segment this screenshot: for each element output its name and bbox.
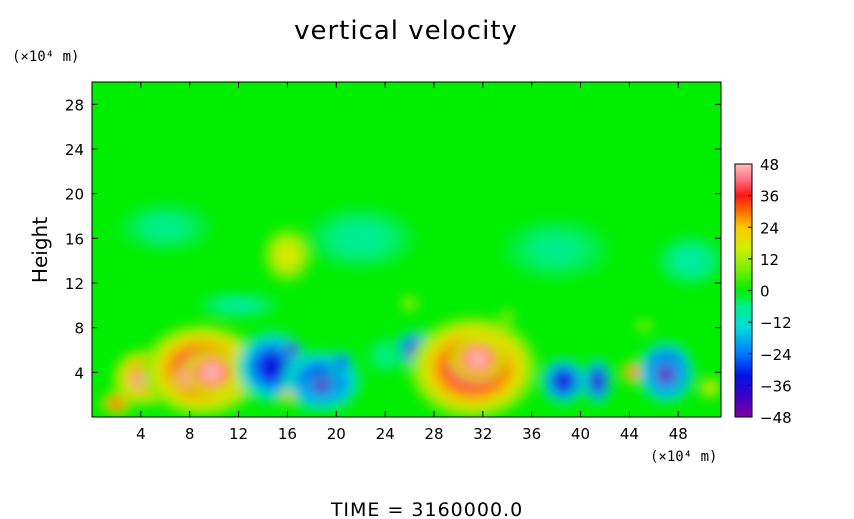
colorbar-tick-label: 12 — [760, 251, 779, 269]
colorbar-tick-label: 24 — [760, 219, 779, 237]
x-tick-label: 48 — [669, 425, 688, 443]
heatmap-cell — [676, 250, 705, 271]
heatmap-cell — [405, 300, 414, 307]
colorbar-tick-label: 36 — [760, 188, 779, 206]
heatmap-cell — [592, 372, 604, 391]
heatmap-cell — [377, 348, 393, 364]
colorbar-tick-label: −36 — [760, 377, 792, 395]
heatmap-cell — [336, 358, 347, 369]
x-tick-label: 32 — [473, 425, 492, 443]
x-tick-label: 16 — [278, 425, 297, 443]
y-tick-label: 8 — [74, 320, 84, 338]
x-tick-label: 24 — [376, 425, 395, 443]
y-axis-label: Height — [28, 217, 52, 283]
x-axis: 4 8 12 16 20 24 28 32 36 40 44 48 — [136, 82, 688, 443]
colorbar-ticks: 48 36 24 12 0 −12 −24 −36 −48 — [748, 156, 792, 427]
colorbar: 48 36 24 12 0 −12 −24 −36 −48 — [734, 156, 792, 427]
x-tick-label: 8 — [185, 425, 195, 443]
y-axis: 4 8 12 16 20 24 28 — [65, 96, 721, 382]
x-tick-label: 28 — [424, 425, 443, 443]
heatmap-field — [101, 202, 721, 417]
heatmap-cell — [179, 373, 190, 383]
colorbar-tick-label: 0 — [760, 283, 770, 301]
x-tick-label: 40 — [571, 425, 590, 443]
heatmap-cell — [200, 363, 223, 382]
y-tick-label: 12 — [65, 275, 84, 293]
x-tick-label: 20 — [327, 425, 346, 443]
heatmap-cell — [315, 381, 329, 391]
y-tick-label: 4 — [74, 364, 84, 382]
heatmap-cell — [554, 372, 573, 391]
plot-frame — [91, 81, 722, 418]
heatmap-cell — [503, 312, 511, 321]
heatmap-cell — [284, 394, 291, 400]
heatmap-cell — [258, 352, 288, 381]
heatmap-cell — [659, 368, 673, 381]
colorbar-tick-label: −12 — [760, 314, 792, 332]
x-tick-label: 44 — [620, 425, 639, 443]
heatmap-cell — [705, 383, 715, 392]
field-blur-group — [101, 202, 721, 417]
heatmap-cell — [640, 323, 648, 328]
heatmap-cell — [534, 236, 579, 263]
x-tick-label: 36 — [522, 425, 541, 443]
y-tick-label: 20 — [65, 186, 84, 204]
y-unit-label: (×10⁴ m) — [12, 49, 79, 65]
y-tick-label: 28 — [65, 96, 84, 114]
x-unit-label: (×10⁴ m) — [650, 449, 717, 465]
heatmap-cell — [110, 399, 123, 409]
x-tick-label: 12 — [229, 425, 248, 443]
heatmap-cell — [466, 350, 489, 368]
heatmap-cell — [133, 375, 144, 385]
colorbar-tick-label: 48 — [760, 156, 779, 174]
heatmap-cell — [628, 367, 638, 377]
heatmap-cell — [222, 300, 256, 311]
y-tick-label: 24 — [65, 141, 84, 159]
heatmap-cell — [277, 244, 298, 267]
colorbar-tick-label: −24 — [760, 346, 792, 364]
colorbar-tick-label: −48 — [760, 409, 792, 427]
time-label: TIME = 3160000.0 — [330, 499, 523, 519]
y-tick-label: 16 — [65, 230, 84, 248]
plot-area — [91, 81, 722, 418]
chart-title: vertical velocity — [294, 16, 518, 46]
heatmap-cell — [146, 217, 185, 238]
x-tick-label: 4 — [136, 425, 146, 443]
heatmap-cell — [286, 345, 296, 355]
heatmap-cell — [338, 225, 383, 251]
